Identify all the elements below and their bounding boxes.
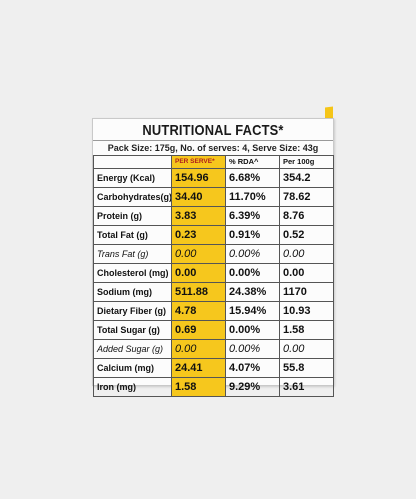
table-header-row: PER SERVE* % RDA^ Per 100g bbox=[93, 155, 334, 169]
nutrient-label: Trans Fat (g) bbox=[93, 244, 172, 264]
per-serve-value: 511.88 bbox=[171, 282, 226, 302]
nutrient-label: Calcium (mg) bbox=[93, 358, 172, 378]
per-serve-value: 0.69 bbox=[171, 320, 226, 340]
nutrient-label: Sodium (mg) bbox=[93, 282, 172, 302]
per-100g-value: 0.00 bbox=[279, 339, 334, 359]
nutrition-facts-panel: NUTRITIONAL FACTS* Pack Size: 175g, No. … bbox=[92, 118, 334, 397]
rda-value: 6.68% bbox=[225, 168, 280, 188]
table-row: Total Fat (g) 0.23 0.91% 0.52 bbox=[93, 225, 334, 245]
header-per-serve: PER SERVE* bbox=[171, 155, 226, 169]
per-serve-value: 24.41 bbox=[171, 358, 226, 378]
per-100g-value: 1170 bbox=[279, 282, 334, 302]
nutrient-label: Total Sugar (g) bbox=[93, 320, 172, 340]
nutrient-label: Energy (Kcal) bbox=[93, 168, 172, 188]
per-100g-value: 3.61 bbox=[279, 377, 334, 397]
rda-value: 0.00% bbox=[225, 320, 280, 340]
rda-value: 0.00% bbox=[225, 244, 280, 264]
table-body: Energy (Kcal) 154.96 6.68% 354.2 Carbohydrat… bbox=[93, 168, 334, 397]
per-serve-value: 0.00 bbox=[171, 244, 226, 264]
panel-title: NUTRITIONAL FACTS* bbox=[142, 122, 284, 139]
per-100g-value: 8.76 bbox=[279, 206, 334, 226]
rda-value: 11.70% bbox=[225, 187, 280, 207]
table-row: Protein (g) 3.83 6.39% 8.76 bbox=[93, 206, 334, 226]
table-row: Carbohydrates(g) 34.40 11.70% 78.62 bbox=[93, 187, 334, 207]
per-serve-value: 1.58 bbox=[171, 377, 226, 397]
rda-value: 6.39% bbox=[225, 206, 280, 226]
table-row: Added Sugar (g) 0.00 0.00% 0.00 bbox=[93, 339, 334, 359]
nutrient-label: Protein (g) bbox=[93, 206, 172, 226]
per-serve-value: 0.00 bbox=[171, 263, 226, 283]
header-nutrient bbox=[93, 155, 172, 169]
nutrient-label: Dietary Fiber (g) bbox=[93, 301, 172, 321]
nutrient-label: Total Fat (g) bbox=[93, 225, 172, 245]
per-serve-value: 0.23 bbox=[171, 225, 226, 245]
table-row: Cholesterol (mg) 0.00 0.00% 0.00 bbox=[93, 263, 334, 283]
per-serve-value: 154.96 bbox=[171, 168, 226, 188]
rda-value: 9.29% bbox=[225, 377, 280, 397]
per-100g-value: 55.8 bbox=[279, 358, 334, 378]
table-row: Iron (mg) 1.58 9.29% 3.61 bbox=[93, 377, 334, 397]
per-100g-value: 0.00 bbox=[279, 263, 334, 283]
per-100g-value: 1.58 bbox=[279, 320, 334, 340]
per-100g-value: 0.52 bbox=[279, 225, 334, 245]
rda-value: 24.38% bbox=[225, 282, 280, 302]
nutrient-label: Carbohydrates(g) bbox=[93, 187, 172, 207]
per-100g-value: 0.00 bbox=[279, 244, 334, 264]
rda-value: 0.91% bbox=[225, 225, 280, 245]
nutrient-label: Iron (mg) bbox=[93, 377, 172, 397]
pack-info: Pack Size: 175g, No. of serves: 4, Serve… bbox=[93, 140, 333, 157]
table-row: Sodium (mg) 511.88 24.38% 1170 bbox=[93, 282, 334, 302]
per-100g-value: 78.62 bbox=[279, 187, 334, 207]
header-rda: % RDA^ bbox=[225, 155, 280, 169]
rda-value: 0.00% bbox=[225, 263, 280, 283]
per-100g-value: 10.93 bbox=[279, 301, 334, 321]
nutrient-label: Cholesterol (mg) bbox=[93, 263, 172, 283]
header-per-100g: Per 100g bbox=[279, 155, 334, 169]
table-row: Total Sugar (g) 0.69 0.00% 1.58 bbox=[93, 320, 334, 340]
nutrition-table: PER SERVE* % RDA^ Per 100g Energy (Kcal)… bbox=[93, 155, 334, 397]
table-row: Dietary Fiber (g) 4.78 15.94% 10.93 bbox=[93, 301, 334, 321]
per-serve-value: 34.40 bbox=[171, 187, 226, 207]
per-serve-value: 3.83 bbox=[171, 206, 226, 226]
rda-value: 0.00% bbox=[225, 339, 280, 359]
table-row: Trans Fat (g) 0.00 0.00% 0.00 bbox=[93, 244, 334, 264]
rda-value: 15.94% bbox=[225, 301, 280, 321]
per-serve-value: 0.00 bbox=[171, 339, 226, 359]
rda-value: 4.07% bbox=[225, 358, 280, 378]
table-row: Energy (Kcal) 154.96 6.68% 354.2 bbox=[93, 168, 334, 188]
nutrient-label: Added Sugar (g) bbox=[93, 339, 172, 359]
table-row: Calcium (mg) 24.41 4.07% 55.8 bbox=[93, 358, 334, 378]
per-100g-value: 354.2 bbox=[279, 168, 334, 188]
per-serve-value: 4.78 bbox=[171, 301, 226, 321]
